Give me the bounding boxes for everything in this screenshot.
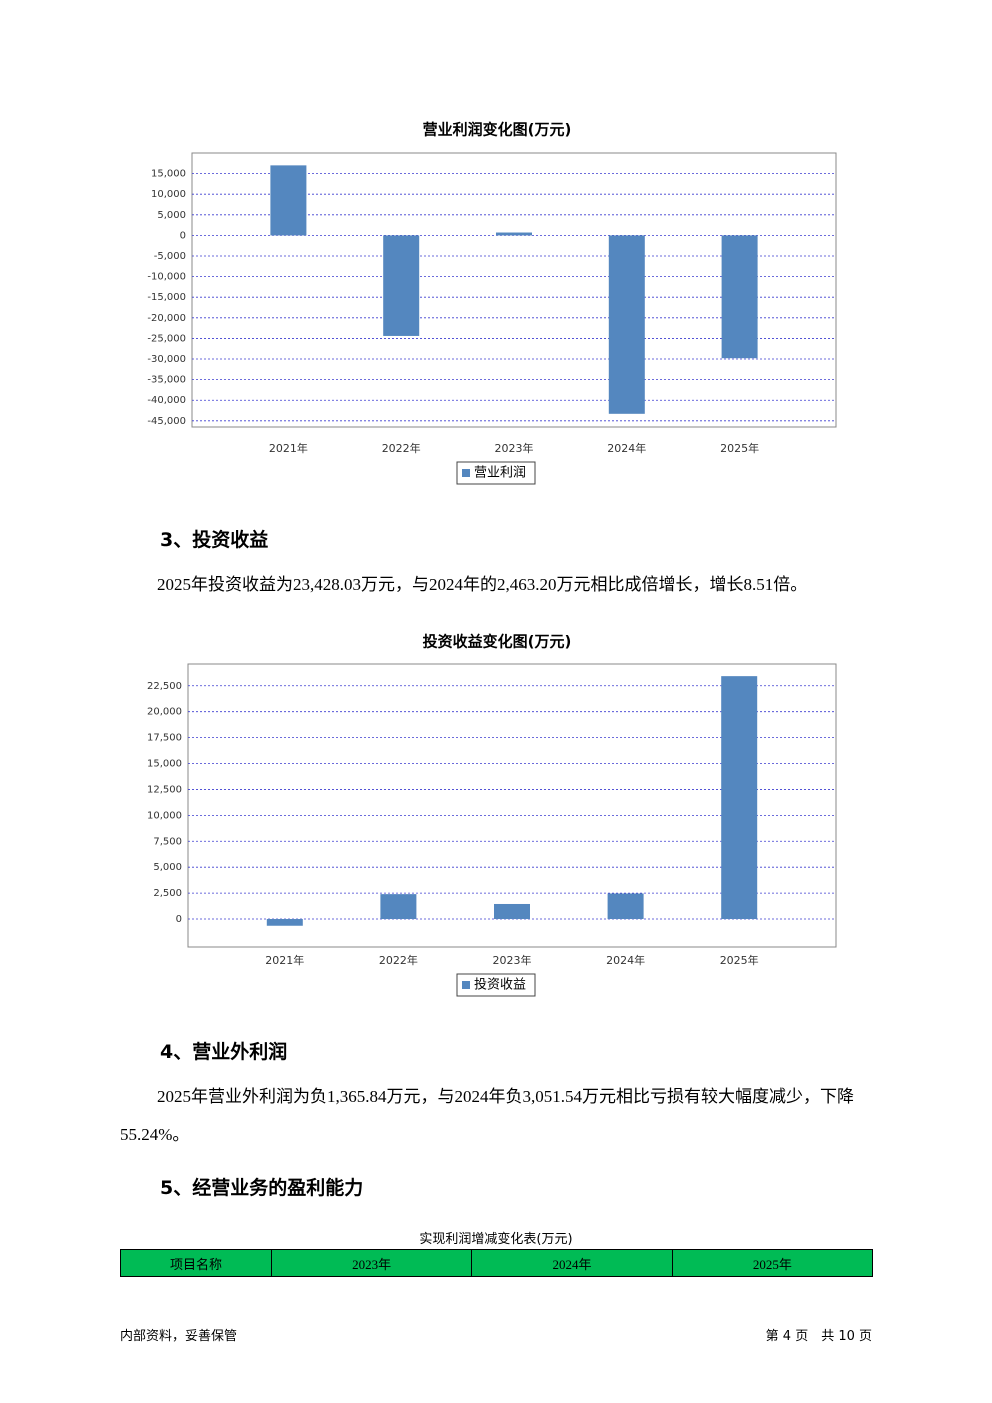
x-tick-label: 2024年 [607,441,646,455]
x-tick-label: 2021年 [265,953,304,967]
header-cell: 2024年 [471,1249,673,1277]
y-tick-label: 22,500 [147,681,182,692]
y-tick-label: -20,000 [147,313,186,324]
x-tick-label: 2024年 [606,953,645,967]
x-tick-label: 2025年 [720,953,759,967]
legend-label: 营业利润 [474,466,526,481]
x-tick-label: 2023年 [495,441,534,455]
heading: 4、营业外利润 [160,1041,288,1063]
y-tick-label: 20,000 [147,707,182,718]
plot-area [187,663,837,948]
y-tick-label: 10,000 [151,189,186,200]
y-tick-label: -5,000 [154,251,186,262]
bar [494,903,530,920]
bar [721,235,758,359]
charts: 营业利润变化图(万元) 15,000 10,000 5,000 0 -5,000 -10,0… [147,121,837,997]
bar [383,235,420,336]
heading: 5、经营业务的盈利能力 [160,1177,364,1199]
y-tick-label: -35,000 [147,375,186,386]
legend-box [456,461,536,485]
y-tick-label: 0 [176,914,182,925]
y-tick-label: -10,000 [147,272,186,283]
y-tick-label: 10,000 [147,810,182,821]
table: 项目名称 2023年 2024年 2025年 [120,1249,874,1277]
header-cell: 2023年 [270,1249,473,1277]
legend-label: 投资收益 [474,977,526,993]
bar [496,232,532,236]
y-tick-label: 7,500 [153,836,182,847]
bar [721,676,758,920]
heading: 3、投资收益 [160,529,269,551]
header-cell: 项目名称 [120,1249,272,1277]
bar [266,919,303,926]
x-tick-label: 2025年 [720,441,759,455]
y-tick-label: 15,000 [151,169,186,180]
legend-swatch [462,981,470,989]
y-tick-label: 2,500 [153,888,182,899]
y-tick-label: -45,000 [147,416,186,427]
legend-box [456,973,536,997]
bar [607,893,644,920]
bar [608,235,645,414]
y-tick-label: 0 [180,230,186,241]
chart-title: 营业利润变化图(万元) [423,121,572,139]
y-tick-label: -40,000 [147,395,186,406]
table-title: 实现利润增减变化表(万元) [419,1232,573,1247]
x-tick-label: 2022年 [382,441,421,455]
legend-swatch [462,469,470,477]
footer-right: 第 4 页 共 10 页 [765,1329,872,1344]
y-tick-label: -30,000 [147,354,186,365]
x-tick-label: 2023年 [493,953,532,967]
y-tick-label: 12,500 [147,784,182,795]
footer-left: 内部资料，妥善保管 [120,1329,238,1344]
bar [270,165,307,236]
chart-title: 投资收益变化图(万元) [423,633,572,651]
y-tick-label: 5,000 [157,210,186,221]
x-tick-label: 2021年 [269,441,308,455]
y-tick-label: 15,000 [147,759,182,770]
paragraph: 2025年营业外利润为负1,365.84万元，与2024年负3,051.54万元… [120,1087,854,1144]
header-cell: 2025年 [671,1249,874,1277]
y-tick-label: 5,000 [153,862,182,873]
bar [380,894,417,920]
x-tick-label: 2022年 [379,953,418,967]
plot-area [191,152,837,428]
y-tick-label: -25,000 [147,333,186,344]
y-tick-label: 17,500 [147,733,182,744]
paragraph: 2025年投资收益为23,428.03万元，与2024年的2,463.20万元相… [157,575,808,594]
y-tick-label: -15,000 [147,292,186,303]
